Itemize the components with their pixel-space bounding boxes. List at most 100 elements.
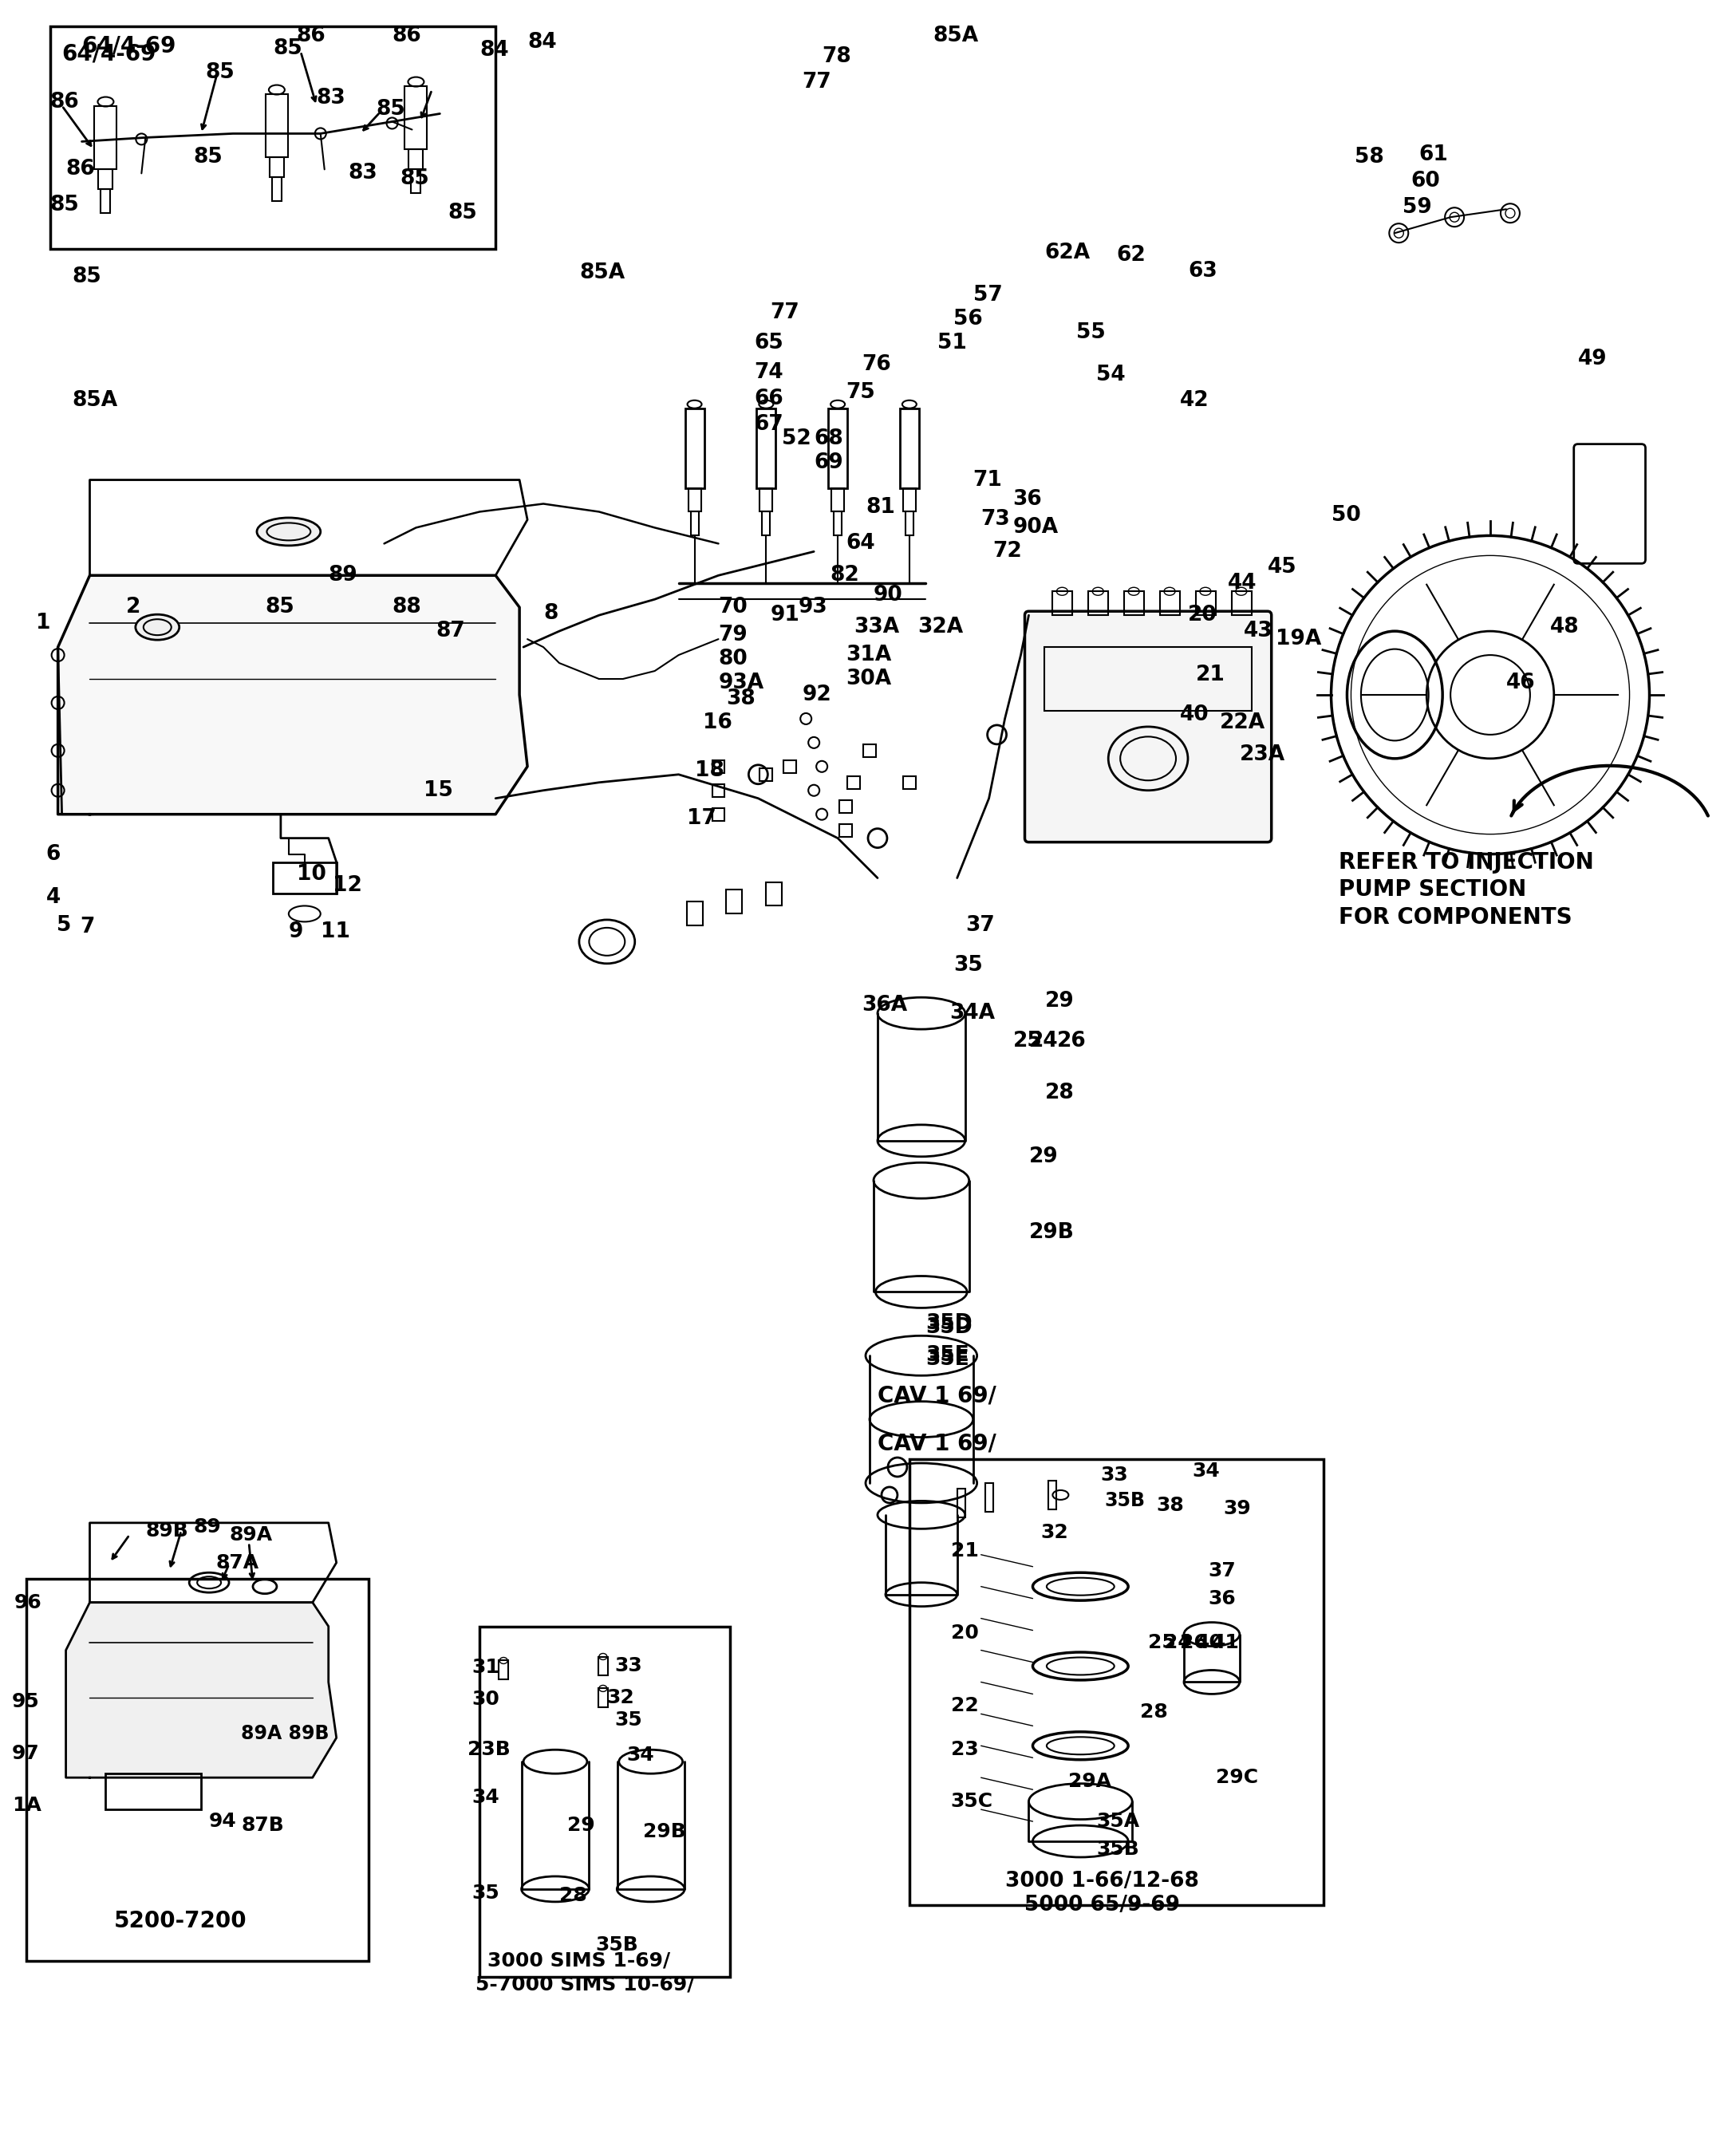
Text: 61: 61 [1418, 144, 1448, 166]
Text: 57: 57 [974, 284, 1002, 306]
Bar [906, 513, 913, 536]
Text: 26: 26 [1057, 1032, 1087, 1051]
Bar [712, 784, 724, 797]
Text: 85: 85 [205, 62, 234, 82]
Text: 21: 21 [1196, 666, 1226, 685]
Text: 41: 41 [1212, 1633, 1240, 1652]
Bar [757, 409, 776, 487]
Bar [498, 1661, 509, 1680]
Text: 77: 77 [771, 302, 800, 323]
Text: FOR COMPONENTS: FOR COMPONENTS [1338, 907, 1573, 928]
Bar [1231, 592, 1252, 616]
Bar [687, 487, 701, 513]
Text: 49: 49 [1578, 349, 1608, 368]
Text: 75: 75 [845, 381, 875, 403]
Bar [411, 170, 420, 194]
Text: 62: 62 [1116, 246, 1146, 265]
Bar [910, 1458, 1323, 1904]
Bar [863, 745, 877, 756]
Text: 54: 54 [1097, 364, 1125, 386]
Text: 36A: 36A [861, 995, 908, 1017]
Bar [273, 862, 337, 894]
Text: 85: 85 [193, 146, 222, 168]
Text: 89B: 89B [146, 1521, 187, 1540]
Text: 32A: 32A [917, 616, 963, 638]
Bar [832, 487, 844, 513]
Text: 35E: 35E [925, 1346, 969, 1366]
Text: 28: 28 [1045, 1083, 1075, 1103]
Text: 85: 85 [73, 267, 102, 286]
Text: 85: 85 [448, 202, 477, 224]
Text: 20: 20 [951, 1624, 979, 1641]
Bar [1045, 646, 1252, 711]
Bar [838, 799, 852, 812]
Bar [686, 409, 705, 487]
Text: 86: 86 [392, 26, 422, 45]
Text: 19A: 19A [1276, 629, 1321, 651]
Text: 11: 11 [321, 922, 351, 943]
Text: 85: 85 [266, 597, 293, 618]
Text: 90A: 90A [1012, 517, 1059, 538]
Text: 51: 51 [937, 332, 967, 353]
Text: 3000 SIMS 1-69/: 3000 SIMS 1-69/ [488, 1952, 670, 1971]
Text: 21: 21 [951, 1540, 979, 1559]
Text: 33: 33 [615, 1656, 642, 1676]
Text: 85A: 85A [580, 263, 625, 284]
Bar [783, 760, 797, 773]
Text: 5-7000 SIMS 10-69/: 5-7000 SIMS 10-69/ [476, 1975, 694, 1995]
Bar [833, 513, 842, 536]
Text: 87A: 87A [215, 1553, 259, 1572]
Bar [712, 760, 724, 773]
Text: 86: 86 [50, 90, 80, 112]
Text: 66: 66 [753, 388, 783, 409]
Text: 2: 2 [125, 597, 141, 618]
Text: 12: 12 [333, 875, 361, 896]
Circle shape [868, 829, 887, 849]
Text: 59: 59 [1403, 198, 1432, 218]
Text: 36: 36 [1208, 1590, 1236, 1609]
Text: 35B: 35B [595, 1934, 637, 1954]
Bar [726, 890, 743, 913]
Bar [1160, 592, 1180, 616]
Text: 46: 46 [1507, 672, 1535, 694]
Text: 35E: 35E [925, 1348, 969, 1370]
Bar [1125, 592, 1144, 616]
Bar [760, 769, 773, 782]
Bar [26, 1579, 368, 1960]
Text: 34: 34 [472, 1788, 500, 1807]
Text: 70: 70 [719, 597, 748, 618]
Text: 28: 28 [559, 1887, 587, 1904]
Bar [903, 775, 917, 788]
Text: 23: 23 [951, 1740, 979, 1760]
Text: 28: 28 [1141, 1704, 1168, 1721]
Text: 8: 8 [543, 603, 557, 625]
Bar [712, 808, 724, 821]
Text: 34: 34 [627, 1745, 654, 1764]
Text: 64/4-69: 64/4-69 [62, 43, 156, 65]
FancyBboxPatch shape [1024, 612, 1271, 842]
Text: 42: 42 [1180, 390, 1210, 411]
Text: 29: 29 [1029, 1146, 1057, 1167]
Text: 34A: 34A [950, 1004, 995, 1023]
Text: 38: 38 [726, 689, 755, 709]
Text: 25: 25 [1012, 1032, 1042, 1051]
Text: 76: 76 [861, 353, 891, 375]
Text: 23A: 23A [1240, 743, 1285, 765]
Text: 84: 84 [528, 32, 557, 52]
Text: 78: 78 [821, 45, 851, 67]
Text: 83: 83 [316, 88, 345, 108]
Text: 32: 32 [1040, 1523, 1068, 1542]
Text: 55: 55 [1076, 323, 1106, 342]
Bar [686, 903, 703, 926]
Text: 92: 92 [802, 685, 832, 704]
Bar [984, 1484, 993, 1512]
Text: 35: 35 [615, 1710, 642, 1730]
Text: 87B: 87B [241, 1816, 283, 1835]
Bar [903, 487, 917, 513]
Text: 85: 85 [273, 39, 302, 58]
Text: 38: 38 [1156, 1495, 1184, 1514]
Text: 40: 40 [1180, 704, 1210, 726]
Text: 32: 32 [608, 1689, 635, 1708]
Text: 95: 95 [12, 1693, 40, 1712]
Text: 24: 24 [1165, 1633, 1191, 1652]
